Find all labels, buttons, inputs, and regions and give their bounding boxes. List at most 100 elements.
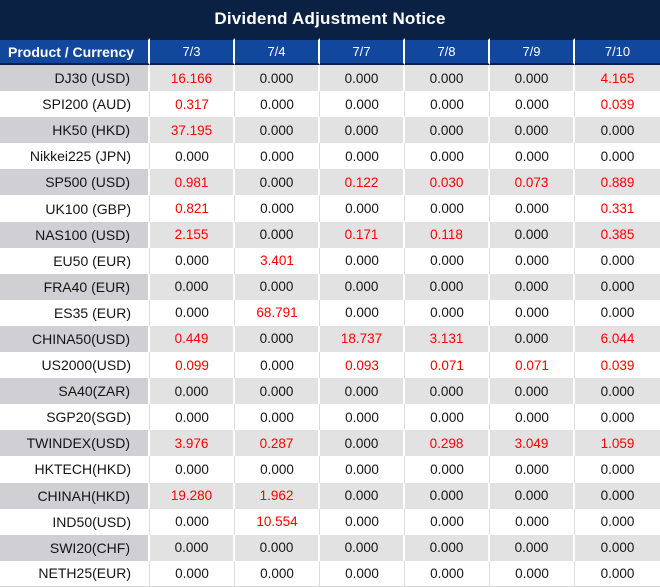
table-row: SA40(ZAR) 0.000 0.000 0.000 0.000 0.000 0.000 [0, 378, 660, 405]
value-cell: 0.000 [235, 65, 320, 92]
value-cell: 0.000 [405, 560, 490, 587]
product-cell: DJ30 (USD) [0, 65, 150, 92]
value-cell: 0.981 [150, 169, 235, 196]
table-row: UK100 (GBP) 0.821 0.000 0.000 0.000 0.000 0.33… [0, 195, 660, 222]
value-cell: 18.737 [320, 325, 405, 353]
value-cell: 0.000 [405, 456, 490, 483]
value-cell: 0.000 [575, 143, 660, 170]
value-cell: 0.000 [490, 273, 575, 300]
table-row: CHINAH(HKD) 19.280 1.962 0.000 0.000 0.000 0.0… [0, 482, 660, 509]
value-cell: 0.000 [575, 404, 660, 431]
value-cell: 2.155 [150, 221, 235, 248]
value-cell: 0.000 [150, 273, 235, 300]
value-cell: 0.000 [235, 143, 320, 170]
value-cell: 0.000 [575, 273, 660, 300]
value-cell: 0.000 [405, 117, 490, 144]
header-date: 7/7 [320, 38, 405, 65]
value-cell: 0.000 [405, 143, 490, 170]
value-cell: 1.962 [235, 482, 320, 509]
value-cell: 0.000 [320, 508, 405, 535]
value-cell: 0.000 [405, 247, 490, 274]
value-cell: 0.000 [235, 534, 320, 561]
table-row: NAS100 (USD) 2.155 0.000 0.171 0.118 0.000 0.3… [0, 221, 660, 248]
value-cell: 0.000 [575, 117, 660, 144]
value-cell: 0.000 [235, 195, 320, 222]
value-cell: 3.976 [150, 430, 235, 457]
product-cell: Nikkei225 (JPN) [0, 143, 150, 170]
value-cell: 0.039 [575, 352, 660, 379]
value-cell: 0.331 [575, 195, 660, 222]
value-cell: 0.000 [150, 456, 235, 483]
value-cell: 0.000 [490, 508, 575, 535]
value-cell: 0.000 [235, 378, 320, 405]
table-row: HKTECH(HKD) 0.000 0.000 0.000 0.000 0.000 0.00… [0, 456, 660, 483]
value-cell: 0.000 [320, 299, 405, 326]
product-cell: CHINAH(HKD) [0, 482, 150, 509]
value-cell: 0.093 [320, 352, 405, 379]
value-cell: 68.791 [235, 299, 320, 326]
value-cell: 0.000 [320, 482, 405, 509]
value-cell: 0.000 [235, 325, 320, 353]
value-cell: 0.000 [405, 508, 490, 535]
value-cell: 0.000 [320, 534, 405, 561]
table-row: SPI200 (AUD) 0.317 0.000 0.000 0.000 0.000 0.0… [0, 91, 660, 118]
value-cell: 0.073 [490, 169, 575, 196]
header-product-currency: Product / Currency [0, 38, 150, 65]
value-cell: 6.044 [575, 325, 660, 353]
product-cell: ES35 (EUR) [0, 299, 150, 326]
value-cell: 0.030 [405, 169, 490, 196]
value-cell: 0.071 [490, 352, 575, 379]
product-cell: CHINA50(USD) [0, 325, 150, 353]
value-cell: 3.401 [235, 247, 320, 274]
value-cell: 0.000 [490, 378, 575, 405]
product-cell: TWINDEX(USD) [0, 430, 150, 457]
header-date: 7/3 [150, 38, 235, 65]
table-row: TWINDEX(USD) 3.976 0.287 0.000 0.298 3.049 1.0… [0, 430, 660, 457]
value-cell: 0.000 [235, 169, 320, 196]
value-cell: 0.000 [575, 378, 660, 405]
product-cell: IND50(USD) [0, 508, 150, 535]
table-row: Nikkei225 (JPN) 0.000 0.000 0.000 0.000 0.000… [0, 143, 660, 170]
dividend-adjustment-table: Product / Currency 7/3 7/4 7/7 7/8 7/9 7/10 DJ… [0, 38, 660, 587]
table-row: CHINA50(USD) 0.449 0.000 18.737 3.131 0.000 6.… [0, 325, 660, 353]
value-cell: 0.000 [320, 91, 405, 118]
product-cell: UK100 (GBP) [0, 195, 150, 222]
product-cell: FRA40 (EUR) [0, 273, 150, 300]
value-cell: 0.000 [150, 404, 235, 431]
table-row: FRA40 (EUR) 0.000 0.000 0.000 0.000 0.000 0.00… [0, 273, 660, 300]
value-cell: 0.000 [490, 560, 575, 587]
value-cell: 0.000 [405, 65, 490, 92]
value-cell: 0.000 [405, 534, 490, 561]
table-row: ES35 (EUR) 0.000 68.791 0.000 0.000 0.000 0.00… [0, 299, 660, 326]
value-cell: 0.000 [320, 65, 405, 92]
value-cell: 0.000 [575, 534, 660, 561]
value-cell: 0.000 [235, 560, 320, 587]
value-cell: 0.000 [320, 247, 405, 274]
value-cell: 0.099 [150, 352, 235, 379]
value-cell: 0.000 [235, 273, 320, 300]
value-cell: 0.000 [575, 299, 660, 326]
value-cell: 0.000 [575, 508, 660, 535]
value-cell: 0.821 [150, 195, 235, 222]
value-cell: 0.000 [490, 65, 575, 92]
value-cell: 0.000 [320, 143, 405, 170]
value-cell: 0.000 [405, 273, 490, 300]
product-cell: HK50 (HKD) [0, 117, 150, 144]
table-row: DJ30 (USD) 16.166 0.000 0.000 0.000 0.000 4.16… [0, 65, 660, 92]
header-date: 7/9 [490, 38, 575, 65]
value-cell: 0.000 [320, 456, 405, 483]
value-cell: 10.554 [235, 508, 320, 535]
value-cell: 0.122 [320, 169, 405, 196]
product-cell: US2000(USD) [0, 352, 150, 379]
value-cell: 19.280 [150, 482, 235, 509]
table-row: EU50 (EUR) 0.000 3.401 0.000 0.000 0.000 0.000 [0, 247, 660, 274]
value-cell: 3.131 [405, 325, 490, 353]
product-cell: SA40(ZAR) [0, 378, 150, 405]
value-cell: 0.000 [575, 482, 660, 509]
value-cell: 37.195 [150, 117, 235, 144]
table-row: SP500 (USD) 0.981 0.000 0.122 0.030 0.073 0.88… [0, 169, 660, 196]
value-cell: 0.000 [235, 456, 320, 483]
product-cell: SP500 (USD) [0, 169, 150, 196]
value-cell: 3.049 [490, 430, 575, 457]
